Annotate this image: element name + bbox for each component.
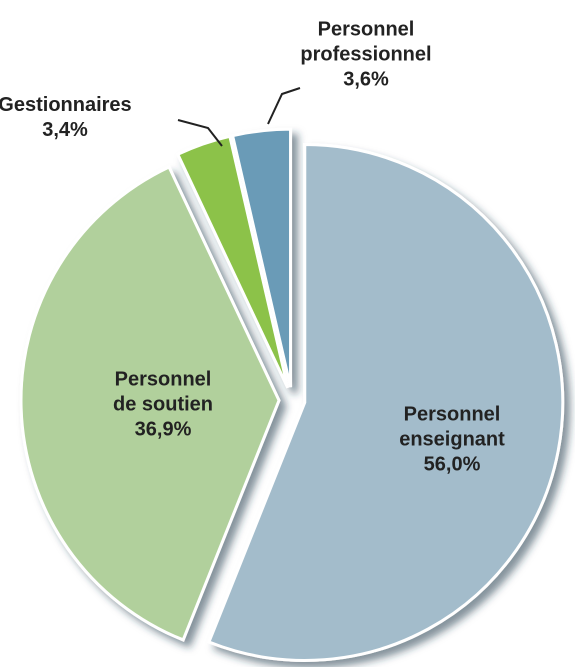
slice-label: Personnel enseignant 56,0% [387, 403, 517, 478]
category-name: Personnel professionnel [300, 18, 432, 66]
slice-label: Personnel de soutien 36,9% [103, 368, 223, 443]
leader-line [267, 87, 301, 125]
pie-slice [206, 142, 565, 662]
pie-slice [230, 127, 293, 388]
slices [19, 127, 565, 662]
value-label: 36,9% [134, 418, 192, 441]
slice-label: Personnel professionnel 3,6% [281, 18, 451, 93]
category-name: Personnel enseignant [399, 403, 505, 451]
value-label: 3,6% [343, 68, 389, 91]
value-label: 3,4% [42, 119, 88, 141]
pie-slice [175, 134, 290, 389]
pie-slice [19, 164, 281, 642]
value-label: 56,0% [423, 453, 481, 476]
category-name: Gestionnaires [0, 94, 132, 116]
category-name: Personnel de soutien [112, 368, 213, 416]
slice-label: Gestionnaires 3,4% [0, 93, 140, 143]
leader-line [177, 119, 223, 147]
